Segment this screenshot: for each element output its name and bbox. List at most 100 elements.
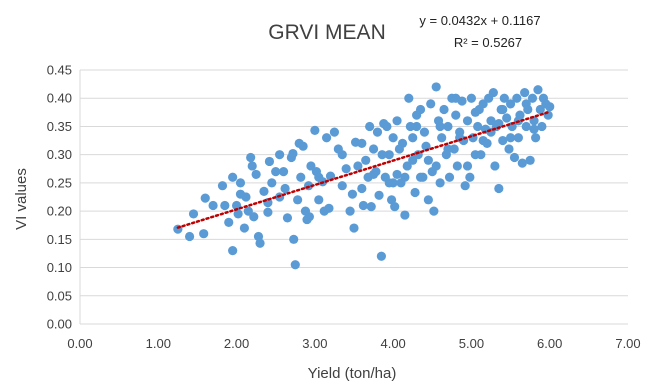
x-tick-label: 4.00 — [380, 336, 405, 351]
y-tick-label: 0.20 — [47, 204, 72, 219]
data-point — [188, 209, 199, 219]
data-point — [488, 87, 498, 98]
data-point — [531, 133, 541, 143]
data-point — [415, 172, 426, 182]
data-point — [296, 172, 306, 182]
x-tick-label: 0.00 — [67, 336, 92, 351]
data-point — [408, 155, 418, 165]
data-point — [490, 161, 500, 171]
data-point — [275, 150, 285, 160]
data-point — [397, 138, 408, 148]
data-point — [217, 181, 228, 191]
data-point — [470, 150, 480, 160]
data-point — [358, 200, 368, 211]
data-point — [535, 104, 545, 115]
data-point — [400, 172, 410, 182]
data-point — [384, 150, 394, 160]
x-tick-label: 2.00 — [224, 336, 249, 351]
data-point — [233, 209, 243, 219]
data-point — [435, 178, 445, 188]
data-point — [345, 206, 355, 216]
data-point — [513, 133, 524, 143]
data-point — [486, 116, 496, 126]
data-point — [374, 190, 384, 200]
data-point — [376, 251, 386, 261]
data-point — [306, 161, 316, 171]
data-point — [478, 99, 488, 109]
data-point — [443, 121, 453, 132]
data-point — [365, 121, 375, 132]
data-point — [512, 93, 522, 103]
data-point — [278, 167, 289, 177]
data-point — [390, 201, 400, 212]
data-point — [314, 195, 324, 205]
trendline — [176, 110, 551, 229]
data-point — [341, 164, 351, 174]
data-point — [235, 178, 246, 188]
data-point — [435, 121, 445, 132]
data-point — [443, 144, 453, 154]
data-point — [494, 119, 504, 129]
data-point — [251, 169, 261, 180]
data-point — [545, 102, 555, 112]
data-point — [263, 207, 273, 217]
data-point — [298, 141, 308, 151]
data-point — [460, 181, 470, 191]
data-point — [368, 144, 379, 154]
y-tick-label: 0.40 — [47, 91, 72, 106]
x-axis-ticks: 0.00 1.00 2.00 3.00 4.00 5.00 6.00 7.00 — [67, 336, 640, 351]
data-point — [533, 85, 543, 95]
data-point — [372, 127, 383, 137]
data-point — [224, 217, 234, 227]
x-tick-label: 7.00 — [615, 336, 640, 351]
x-tick-label: 5.00 — [459, 336, 484, 351]
data-point — [505, 133, 516, 143]
data-point — [337, 181, 347, 191]
data-point — [494, 183, 504, 194]
y-axis-title: VI values — [13, 168, 30, 230]
data-point — [280, 183, 290, 194]
data-point — [255, 238, 265, 248]
data-point — [337, 150, 347, 160]
data-point — [267, 178, 277, 188]
data-point — [368, 169, 379, 180]
x-tick-label: 1.00 — [146, 336, 171, 351]
y-tick-label: 0.30 — [47, 147, 72, 162]
data-point — [324, 203, 334, 213]
data-point — [357, 183, 367, 194]
data-point — [392, 169, 402, 180]
data-point — [282, 213, 293, 223]
data-point — [247, 161, 257, 171]
data-point — [185, 231, 195, 242]
data-point — [228, 172, 238, 182]
data-point — [377, 150, 387, 160]
data-point — [293, 195, 303, 205]
y-tick-label: 0.25 — [47, 175, 72, 190]
data-point — [419, 127, 430, 137]
data-point — [208, 200, 218, 211]
data-points — [173, 82, 555, 270]
data-point — [431, 82, 441, 92]
data-point — [423, 155, 433, 165]
data-point — [502, 113, 512, 123]
data-point — [525, 155, 535, 165]
data-point — [498, 104, 508, 115]
data-point — [431, 161, 441, 171]
data-point — [466, 93, 477, 103]
data-point — [361, 155, 371, 165]
data-point — [451, 110, 461, 120]
data-point — [349, 223, 359, 233]
data-point — [517, 158, 527, 168]
data-point — [439, 104, 449, 115]
data-point — [173, 224, 183, 234]
data-point — [451, 93, 461, 103]
data-point — [264, 156, 275, 167]
data-point — [200, 193, 210, 203]
data-point — [504, 144, 514, 154]
data-point — [478, 135, 488, 146]
data-point — [505, 99, 516, 109]
y-tick-label: 0.05 — [47, 288, 72, 303]
data-point — [239, 223, 249, 233]
